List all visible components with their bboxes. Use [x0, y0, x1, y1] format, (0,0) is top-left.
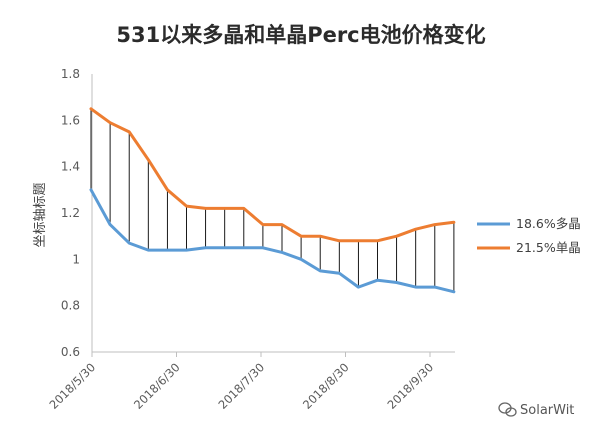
x-tick-label: 2018/7/30: [216, 360, 268, 412]
chart-title: 531以来多晶和单晶Perc电池价格变化: [116, 23, 485, 47]
legend: 18.6%多晶 21.5%单晶: [477, 216, 581, 255]
y-tick-label: 0.8: [61, 299, 80, 313]
y-tick-label: 1.8: [61, 67, 80, 81]
legend-label: 21.5%单晶: [516, 240, 581, 255]
series-line-multi: [89, 188, 456, 294]
y-axis-title: 坐标轴标题: [33, 182, 48, 247]
wechat-icon: [498, 402, 517, 417]
series-line-mono: [89, 107, 456, 243]
x-tick-label: 2018/6/30: [131, 360, 183, 412]
y-tick-label: 0.6: [61, 345, 80, 359]
plot-area: 0.6 0.8 1 1.2 1.4 1.6 1.8 2018/5/30 2018/6/30 201…: [47, 67, 456, 412]
watermark: SolarWit: [498, 402, 574, 418]
y-tick-label: 1.6: [61, 113, 80, 127]
legend-label: 18.6%多晶: [516, 216, 581, 231]
x-tick-label: 2018/5/30: [47, 360, 99, 412]
watermark-text: SolarWit: [520, 403, 574, 418]
y-tick-label: 1: [72, 252, 80, 266]
y-tick-label: 1.2: [61, 206, 80, 220]
x-tick-label: 2018/9/30: [385, 360, 437, 412]
y-tick-label: 1.4: [61, 160, 80, 174]
x-tick-label: 2018/8/30: [300, 360, 352, 412]
